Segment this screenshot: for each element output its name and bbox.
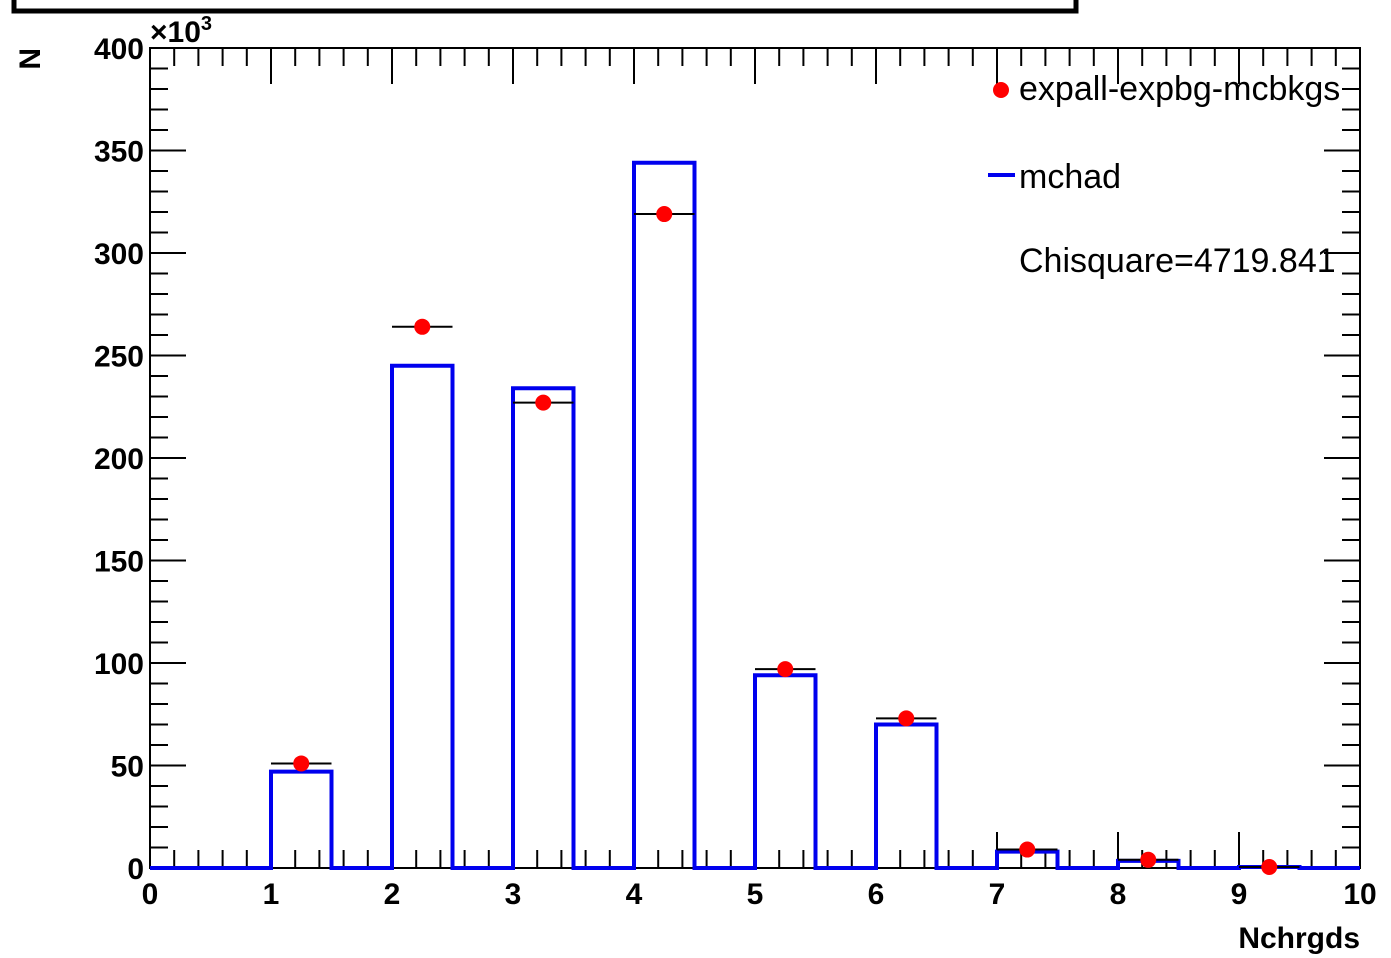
y-multiplier: ×103 (150, 13, 212, 49)
data-point (898, 710, 915, 727)
data-point (1140, 851, 1157, 868)
data-point (414, 318, 431, 335)
data-points (271, 206, 1300, 875)
y-tick-label: 400 (94, 33, 144, 66)
y-tick-label: 50 (111, 751, 144, 784)
x-tick-label: 4 (626, 878, 643, 911)
y-tick-label: 150 (94, 546, 144, 579)
x-tick-label: 1 (263, 878, 280, 911)
x-tick-label: 8 (1110, 878, 1127, 911)
x-tick-label: 10 (1343, 878, 1376, 911)
data-point (293, 755, 310, 772)
y-tick-labels: 0 50 100 150 200 250 300 350 400 (94, 33, 144, 886)
data-point (1261, 858, 1278, 875)
legend: expall-expbg-mcbkgs mchad Chisquare=4719… (988, 70, 1340, 280)
y-tick-label: 350 (94, 136, 144, 169)
y-tick-label: 0 (127, 853, 144, 886)
x-tick-label: 5 (747, 878, 764, 911)
y-tick-label: 100 (94, 648, 144, 681)
x-tick-label: 6 (868, 878, 885, 911)
legend-label-mc: mchad (1019, 158, 1121, 196)
legend-label-data: expall-expbg-mcbkgs (1019, 70, 1340, 108)
y-tick-label: 250 (94, 341, 144, 374)
y-tick-label: 300 (94, 238, 144, 271)
x-tick-label: 0 (142, 878, 159, 911)
x-tick-label: 7 (989, 878, 1006, 911)
data-point (777, 661, 794, 678)
y-axis-title: N (14, 48, 47, 70)
y-tick-label: 200 (94, 443, 144, 476)
x-tick-labels: 0 1 2 3 4 5 6 7 8 9 10 (142, 878, 1377, 911)
title-box-edge (11, 0, 1079, 14)
x-tick-label: 3 (505, 878, 522, 911)
mchad-histogram (150, 160, 1360, 870)
legend-marker-data (993, 82, 1009, 98)
data-point (656, 206, 673, 223)
x-axis-title: Nchrgds (1238, 922, 1360, 955)
data-point (535, 394, 552, 411)
x-tick-label: 2 (384, 878, 401, 911)
data-point (1019, 841, 1036, 858)
x-tick-label: 9 (1231, 878, 1248, 911)
chisquare-annotation: Chisquare=4719.841 (1019, 242, 1336, 280)
axis-ticks (149, 47, 1361, 869)
